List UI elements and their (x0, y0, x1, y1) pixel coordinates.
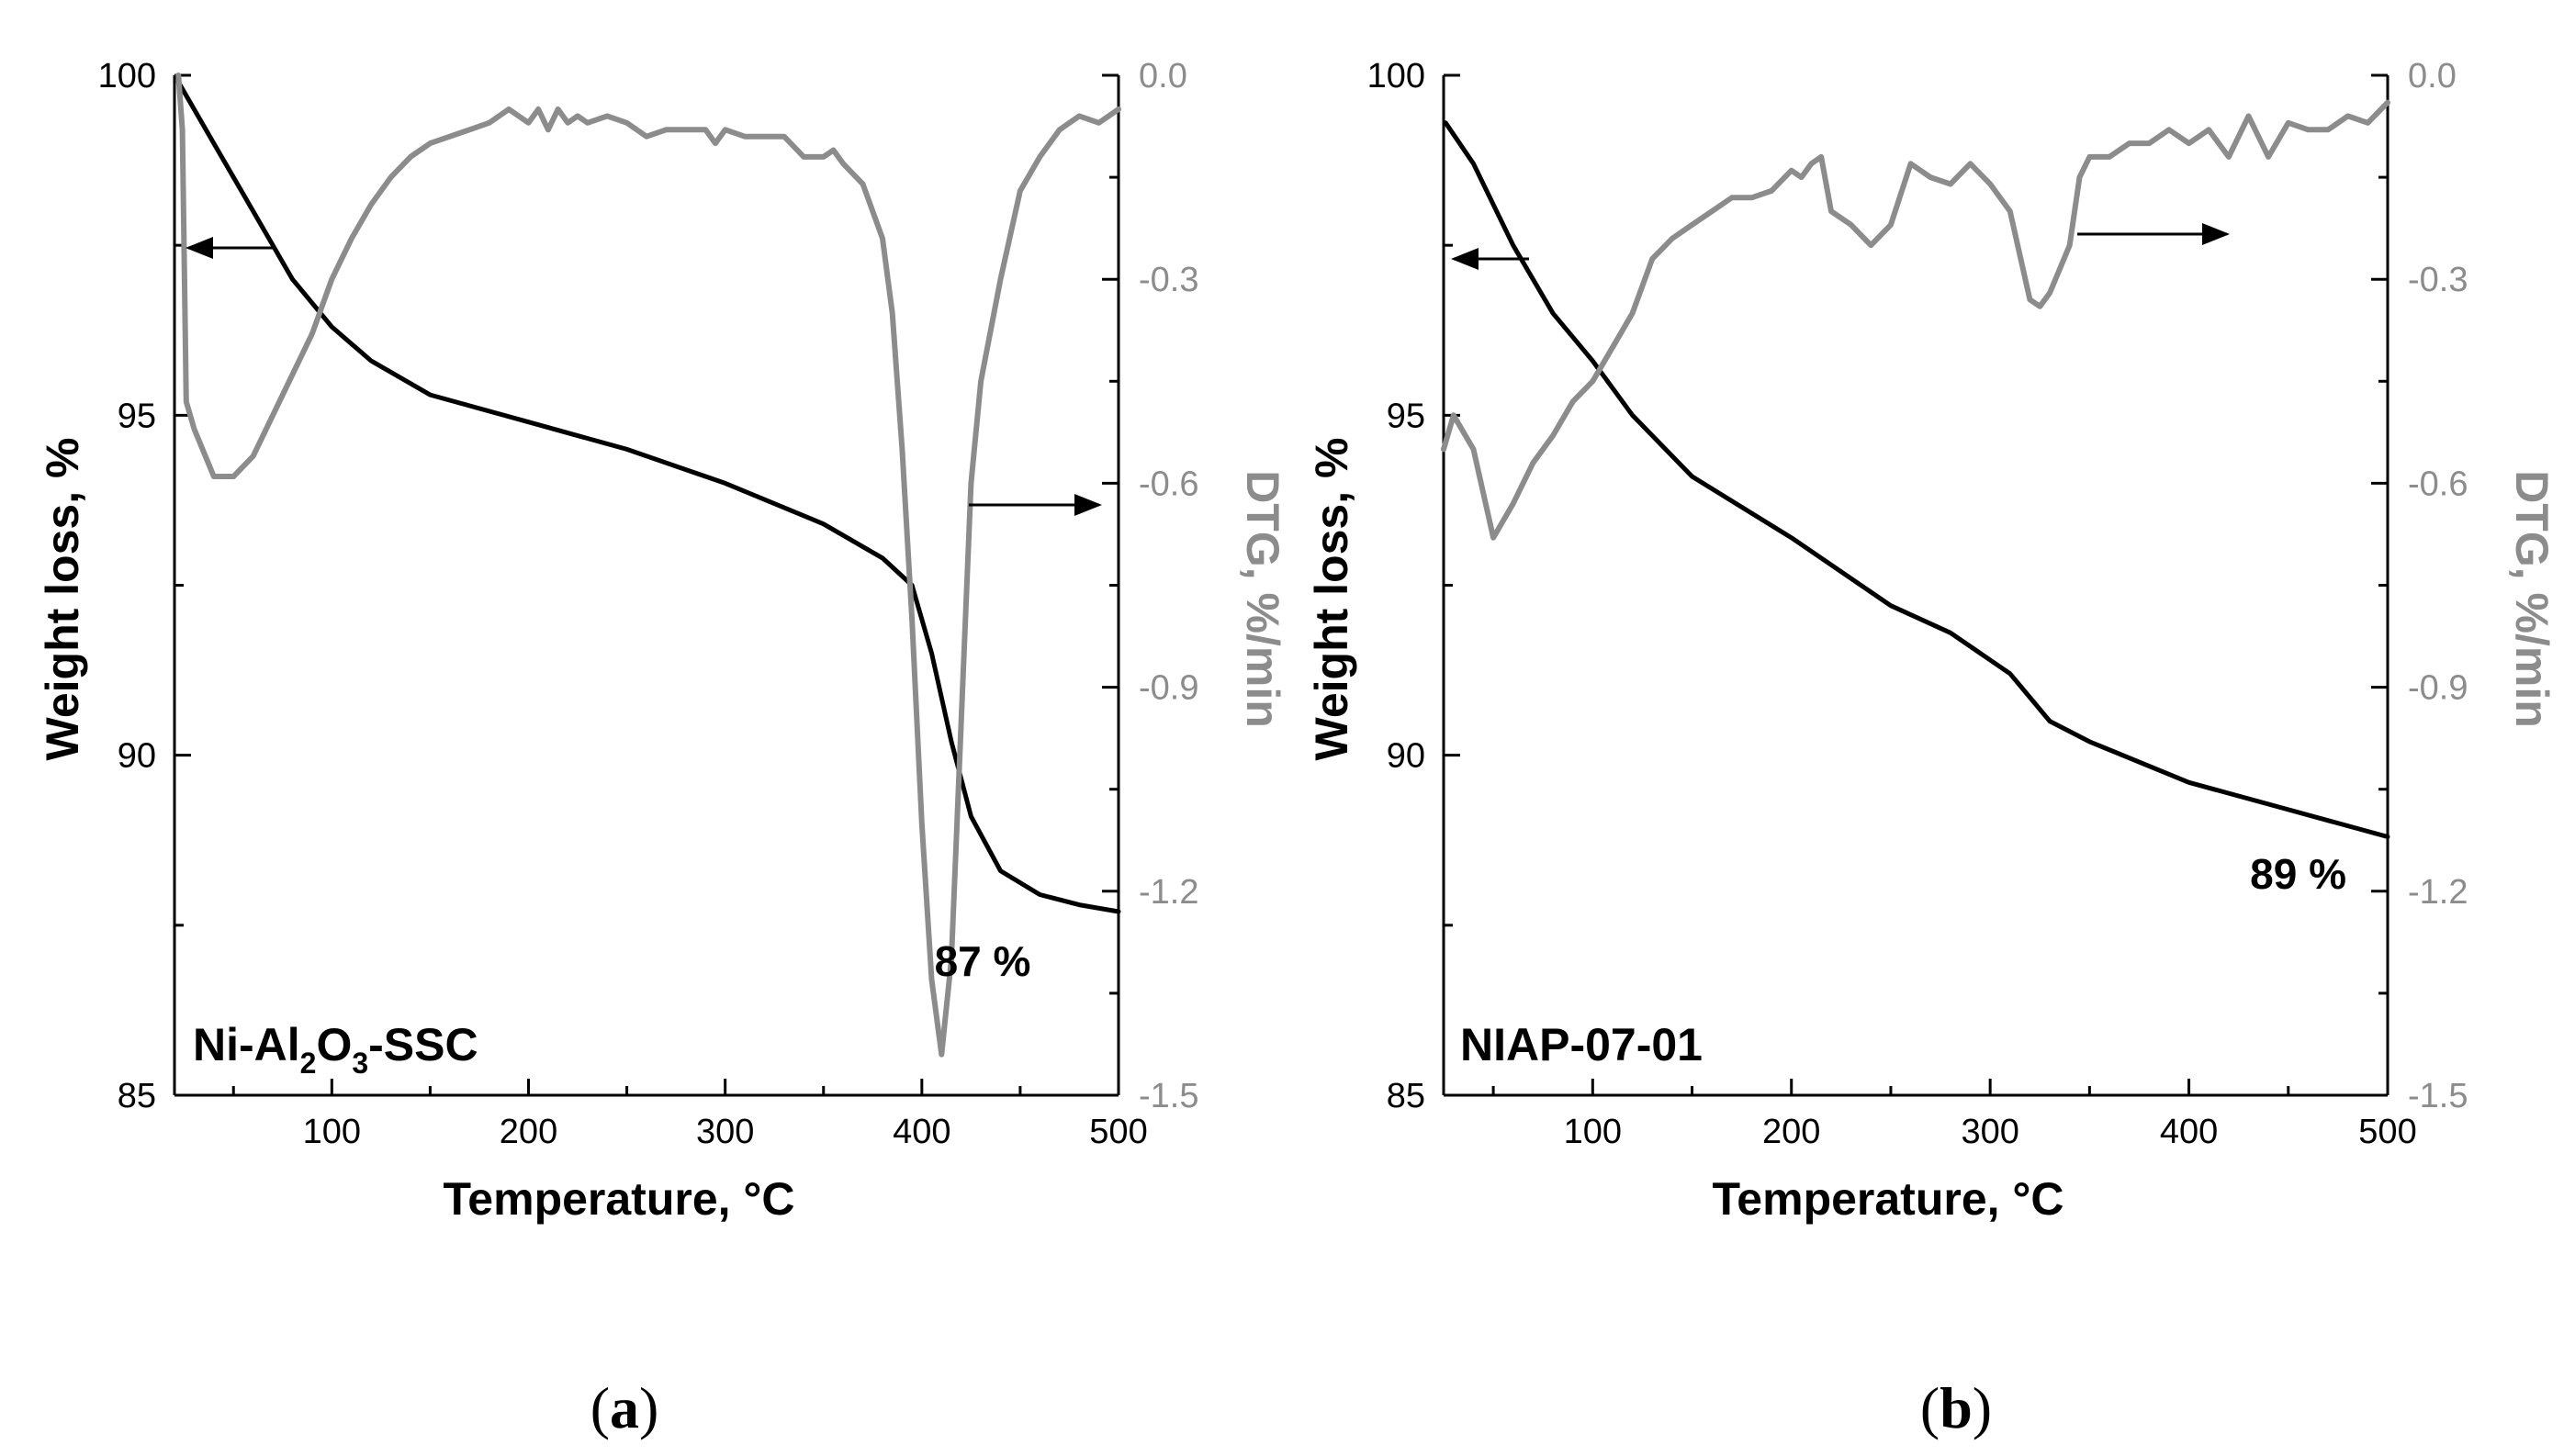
panel-a: 100 200 300 400 500 85 90 95 100 -1.5 -1.2 -0.9 -0.6… (37, 57, 1288, 1440)
weight-loss-curve (1443, 120, 2390, 839)
panel-paren-open: ( (590, 1375, 610, 1440)
sample-label-text: Ni-Al (193, 1019, 300, 1070)
y-right-axis-title: DTG, %/min (1237, 470, 1288, 728)
panel-label: (b) (1920, 1375, 1992, 1440)
panel-label: (a) (590, 1375, 659, 1440)
x-axis-title: Temperature, °C (443, 1173, 794, 1225)
x-tick-label: 300 (696, 1113, 754, 1151)
y-right-tick-label: -0.6 (2408, 465, 2468, 503)
panel-letter: b (1940, 1375, 1973, 1440)
y-left-tick-label: 95 (1387, 397, 1425, 435)
x-tick-label: 200 (500, 1113, 557, 1151)
residual-mass-annotation: 87 % (935, 937, 1031, 985)
y-right-tick-label: -1.2 (2408, 873, 2468, 912)
sample-label: Ni-Al2O3-SSC (193, 1019, 478, 1080)
y-left-tick-label: 100 (1367, 57, 1425, 95)
sample-label-text: O (316, 1019, 352, 1070)
y-right-tick-label: -1.2 (1139, 873, 1198, 912)
sample-label: NIAP-07-01 (1460, 1019, 1703, 1070)
x-tick-label: 500 (2358, 1113, 2416, 1151)
y-left-tick-label: 100 (98, 57, 156, 95)
x-tick-label: 100 (1564, 1113, 1622, 1151)
residual-mass-annotation: 89 % (2250, 850, 2346, 898)
x-axis-title: Temperature, °C (1712, 1173, 2063, 1225)
panel-paren-open: ( (1920, 1375, 1940, 1440)
y-right-tick-label: 0.0 (1139, 57, 1187, 95)
x-tick-label: 400 (893, 1113, 950, 1151)
y-left-tick-label: 85 (1387, 1077, 1425, 1115)
sample-label-text: -SSC (368, 1019, 478, 1070)
sample-label-subscript: 2 (300, 1047, 317, 1080)
y-right-tick-label: -0.3 (2408, 261, 2468, 299)
y-right-tick-label: -0.3 (1139, 261, 1198, 299)
sample-label-subscript: 3 (352, 1047, 368, 1080)
panel-b: 100 200 300 400 500 85 90 95 100 -1.5 -1.2 -0.9 -0.6… (1306, 57, 2558, 1440)
y-right-axis-title: DTG, %/min (2506, 470, 2558, 728)
y-right-tick-label: -0.6 (1139, 465, 1198, 503)
dtg-curve (175, 73, 1121, 1058)
y-left-tick-label: 90 (1387, 737, 1425, 776)
weight-loss-curve (175, 79, 1121, 914)
panel-paren-close: ) (639, 1375, 658, 1440)
x-tick-label: 200 (1762, 1113, 1820, 1151)
y-right-tick-label: -1.5 (2408, 1077, 2468, 1115)
panel-letter: a (610, 1375, 639, 1440)
x-tick-label: 400 (2160, 1113, 2218, 1151)
panel-paren-close: ) (1973, 1375, 1992, 1440)
y-right-tick-label: -0.9 (2408, 669, 2468, 708)
y-left-tick-label: 95 (118, 397, 156, 435)
y-left-axis-title: Weight loss, % (37, 438, 88, 761)
x-tick-label: 100 (303, 1113, 361, 1151)
y-left-tick-label: 85 (118, 1077, 156, 1115)
y-left-tick-label: 90 (118, 737, 156, 776)
dtg-curve (1441, 99, 2390, 541)
y-left-axis-title: Weight loss, % (1306, 438, 1357, 761)
x-tick-label: 500 (1089, 1113, 1147, 1151)
y-right-tick-label: 0.0 (2408, 57, 2457, 95)
y-right-tick-label: -1.5 (1139, 1077, 1198, 1115)
y-right-tick-label: -0.9 (1139, 669, 1198, 708)
x-tick-label: 300 (1961, 1113, 2018, 1151)
